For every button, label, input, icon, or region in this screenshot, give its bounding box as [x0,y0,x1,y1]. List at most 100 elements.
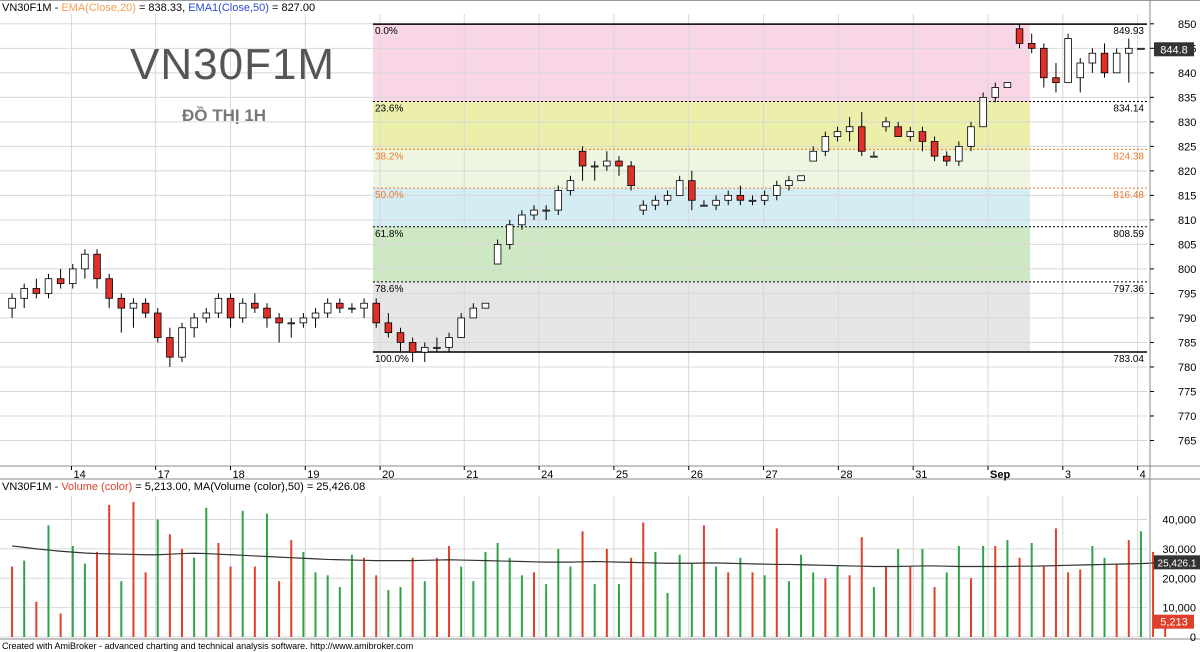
candle-33[interactable] [408,337,417,363]
candle-69[interactable] [845,116,854,142]
candle-79[interactable] [967,121,975,152]
last-volume-box [1154,614,1194,629]
candle-16[interactable] [202,308,211,323]
candle-15[interactable] [190,313,198,338]
candle-5[interactable] [69,264,77,289]
candle-36[interactable] [445,332,453,353]
candle-32[interactable] [396,327,405,353]
candle-51[interactable] [627,161,635,191]
candle-29[interactable] [360,298,368,318]
candle-91[interactable] [1112,48,1121,74]
candle-3[interactable] [44,273,53,299]
candle-7[interactable] [93,249,101,289]
candle-44[interactable] [542,205,550,220]
candle-4[interactable] [56,268,65,289]
candle-71[interactable] [870,151,878,158]
candle-39[interactable] [481,302,490,309]
candle-49[interactable] [603,151,611,171]
candle-13[interactable] [166,327,174,367]
candle-19[interactable] [238,298,247,323]
candle-11[interactable] [141,298,150,318]
candle-42[interactable] [518,210,526,230]
candle-46[interactable] [566,175,575,196]
candle-85[interactable] [1040,43,1048,88]
candle-76[interactable] [930,136,939,162]
candle-48[interactable] [590,161,599,181]
candle-58[interactable] [712,195,720,211]
candle-83[interactable] [1015,23,1024,49]
candle-17[interactable] [214,293,223,318]
candle-24[interactable] [299,313,308,328]
candle-50[interactable] [615,156,623,176]
candle-75[interactable] [918,126,927,152]
candle-67[interactable] [821,131,830,157]
candle-12[interactable] [153,308,162,343]
candle-28[interactable] [348,303,356,314]
candle-68[interactable] [833,126,842,142]
candle-31[interactable] [384,313,393,338]
candle-2[interactable] [32,278,41,299]
candle-90[interactable] [1100,43,1109,78]
candle-65[interactable] [797,175,805,182]
candle-43[interactable] [530,205,538,220]
candle-93[interactable] [1137,47,1145,50]
candle-82[interactable] [1003,82,1012,88]
candle-6[interactable] [81,249,89,279]
candle-41[interactable] [506,219,514,250]
candle-80[interactable] [979,92,987,128]
candle-59[interactable] [724,190,732,206]
candle-0[interactable] [8,293,16,318]
candle-88[interactable] [1076,58,1084,93]
candle-74[interactable] [906,126,915,142]
candle-84[interactable] [1027,33,1036,54]
candle-87[interactable] [1064,33,1072,84]
candle-34[interactable] [421,342,429,363]
candle-26[interactable] [323,298,332,318]
candle-35[interactable] [433,337,441,353]
fib-price-label-6: 783.04 [1113,354,1144,365]
candle-1[interactable] [20,283,28,309]
candle-66[interactable] [809,146,817,162]
candle-38[interactable] [469,303,478,319]
candle-70[interactable] [858,112,866,157]
candle-10[interactable] [129,298,138,328]
candle-73[interactable] [894,121,902,137]
candle-45[interactable] [554,185,563,215]
price-tick-label-8: 805 [1178,239,1196,251]
candle-72[interactable] [882,116,890,132]
candle-81[interactable] [991,82,1000,103]
candle-55[interactable] [675,175,684,196]
candle-62[interactable] [760,190,769,206]
candle-63[interactable] [773,180,781,201]
candle-21[interactable] [263,303,271,328]
candle-64[interactable] [785,175,793,191]
candle-61[interactable] [748,195,757,206]
candle-25[interactable] [311,308,320,328]
candle-30[interactable] [372,298,380,328]
candle-56[interactable] [688,170,696,211]
candle-52[interactable] [639,200,647,215]
candle-8[interactable] [105,273,113,309]
candle-47[interactable] [578,146,587,181]
candle-89[interactable] [1088,48,1097,73]
candle-37[interactable] [457,313,465,338]
candle-18[interactable] [226,293,235,328]
candle-54[interactable] [663,190,672,206]
time-tick-label-2: 18 [232,469,244,481]
candle-86[interactable] [1052,63,1060,93]
candle-27[interactable] [336,298,344,314]
candle-57[interactable] [700,200,708,207]
candle-23[interactable] [287,317,295,338]
candle-77[interactable] [942,151,951,166]
candle-92[interactable] [1125,38,1133,83]
candle-22[interactable] [275,313,283,343]
candle-60[interactable] [736,185,745,206]
time-tick-label-4: 20 [382,469,394,481]
candle-78[interactable] [955,141,963,166]
candle-14[interactable] [178,322,186,363]
candle-9[interactable] [117,293,126,333]
candle-40[interactable] [493,239,502,265]
candle-53[interactable] [651,195,660,211]
candle-20[interactable] [251,293,259,314]
